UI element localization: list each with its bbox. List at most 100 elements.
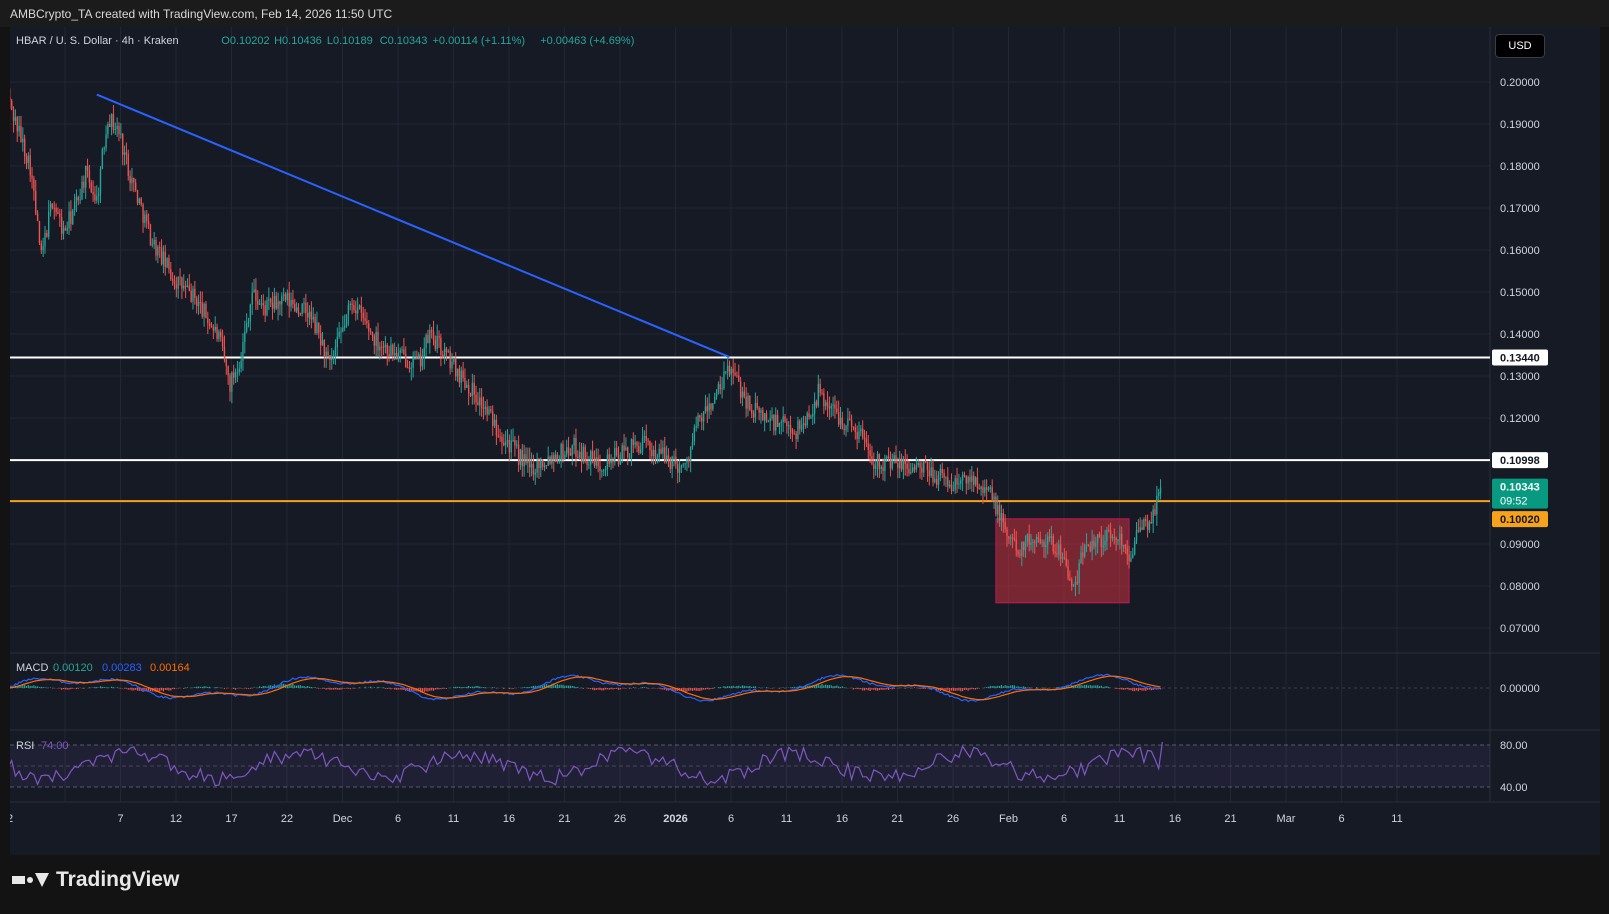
candle-body — [408, 367, 411, 369]
change2-value: +0.00463 (+4.69%) — [540, 35, 634, 47]
descending-trendline[interactable] — [96, 93, 730, 359]
candle-body — [1084, 545, 1086, 557]
candle-body — [665, 455, 668, 462]
candle-body — [1013, 537, 1016, 540]
candle-body — [10, 97, 11, 101]
macd-bar — [873, 688, 875, 690]
macd-bar — [288, 684, 290, 688]
macd-bar — [286, 685, 288, 688]
candle-body — [266, 300, 268, 316]
macd-bar — [978, 688, 980, 689]
candle-body — [1146, 521, 1149, 530]
candle-body — [743, 391, 745, 397]
candle-body — [447, 351, 449, 353]
candle-body — [271, 302, 274, 309]
macd-bar — [862, 688, 864, 691]
candle-body — [664, 447, 666, 462]
candle-body — [264, 305, 266, 316]
macd-bar — [83, 688, 85, 689]
candle-body — [225, 359, 227, 366]
tradingview-logo[interactable]: TradingView — [12, 868, 179, 892]
candle-body — [77, 197, 79, 200]
time-tick-label: 16 — [1169, 813, 1181, 825]
candle-body — [982, 486, 984, 493]
macd-bar — [754, 686, 756, 688]
macd-bar — [1145, 688, 1147, 691]
macd-bar — [743, 685, 745, 688]
macd-bar — [666, 688, 668, 691]
macd-bar — [969, 688, 971, 690]
candle-body — [14, 117, 17, 121]
macd-bar — [974, 688, 977, 690]
macd-bar — [680, 688, 682, 692]
candle-body — [245, 323, 248, 332]
macd-bar — [691, 688, 694, 691]
candle-body — [177, 276, 179, 289]
candle-body — [767, 421, 770, 423]
macd-bar — [1095, 685, 1097, 688]
macd-bar — [62, 688, 65, 690]
candle-body — [876, 453, 879, 466]
candle-body — [12, 109, 15, 121]
macd-bar — [828, 685, 830, 688]
macd-bar — [199, 686, 201, 688]
candle-body — [941, 468, 943, 474]
chart-canvas[interactable]: 0.20000 0.19000 0.18000 0.17000 0.16000 0.150… — [10, 27, 1600, 855]
candle-body — [162, 251, 165, 265]
price-tick-label: 0.17000 — [1500, 203, 1540, 215]
candle-body — [223, 346, 226, 360]
candle-body — [773, 415, 775, 431]
candle-body — [678, 468, 681, 473]
macd-bar — [1091, 685, 1093, 688]
candle-body — [606, 454, 609, 470]
candle-body — [362, 312, 364, 319]
candle-body — [192, 288, 194, 302]
candle-body — [1124, 545, 1127, 549]
macd-bar — [708, 688, 710, 690]
macd-bar — [697, 688, 699, 691]
candle-body — [390, 344, 392, 357]
macd-bar — [270, 685, 272, 688]
macd-bar — [436, 688, 438, 690]
macd-bar — [444, 688, 446, 689]
candle-body — [628, 457, 631, 459]
candle-body — [812, 413, 814, 417]
candle-body — [368, 323, 370, 332]
macd-bar — [736, 685, 738, 688]
candle-body — [540, 459, 542, 469]
macd-bar — [308, 686, 311, 688]
macd-bar — [949, 688, 951, 692]
candle-body — [645, 436, 647, 441]
macd-bar — [893, 688, 895, 689]
macd-bar — [318, 688, 320, 689]
macd-bar — [869, 688, 871, 691]
candle-body — [70, 211, 72, 224]
candle-body — [1111, 537, 1114, 539]
macd-bar — [20, 685, 22, 688]
candle-body — [702, 411, 705, 422]
macd-bar — [168, 688, 170, 691]
candle-body — [878, 453, 881, 470]
macd-bar — [338, 688, 340, 690]
chart-frame[interactable]: 0.20000 0.19000 0.18000 0.17000 0.16000 0.150… — [10, 27, 1600, 855]
macd-bar — [1085, 684, 1088, 688]
candle-body — [980, 486, 982, 489]
candle-body — [1087, 544, 1090, 546]
candle-body — [630, 439, 633, 458]
symbol-label: HBAR / U. S. Dollar · 4h · Kraken — [16, 35, 179, 47]
time-tick-label: 17 — [225, 813, 237, 825]
candle-body — [1041, 541, 1043, 543]
macd-bar — [345, 688, 348, 689]
macd-bar — [647, 688, 649, 689]
candle-body — [578, 451, 581, 458]
candle-body — [952, 489, 955, 491]
macd-bar — [477, 685, 479, 688]
macd-bar — [464, 687, 466, 688]
candle-body — [342, 327, 344, 332]
candle-body — [617, 454, 620, 465]
candle-body — [739, 381, 742, 398]
candle-body — [519, 449, 522, 465]
currency-button[interactable]: USD — [1495, 34, 1545, 58]
candle-body — [1082, 552, 1084, 557]
candle-body — [884, 458, 886, 471]
